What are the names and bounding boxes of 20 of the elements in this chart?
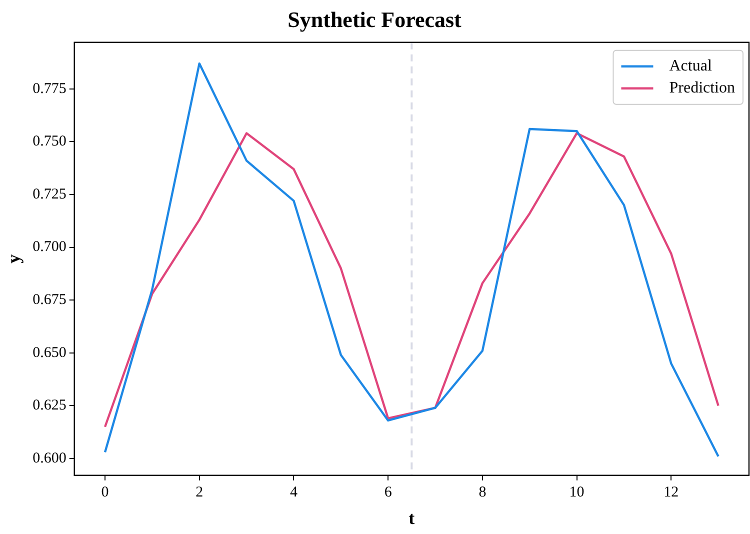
- y-tick-label: 0.775: [32, 80, 66, 97]
- y-tick-label: 0.750: [32, 134, 66, 150]
- x-tick-label: 8: [478, 484, 486, 500]
- chart-title: Synthetic Forecast: [288, 6, 462, 32]
- x-tick-label: 10: [569, 484, 584, 500]
- x-tick-label: 4: [290, 484, 298, 500]
- legend-label: Actual: [669, 58, 712, 75]
- y-axis-title: y: [3, 254, 24, 264]
- legend-label: Prediction: [669, 80, 735, 97]
- y-tick-label: 0.650: [32, 344, 66, 361]
- x-tick-label: 2: [196, 484, 204, 500]
- x-tick-label: 12: [664, 484, 679, 500]
- y-tick-label: 0.675: [32, 292, 66, 308]
- x-tick-label: 6: [384, 484, 392, 500]
- y-tick-label: 0.600: [32, 450, 66, 466]
- x-axis-title: t: [408, 508, 415, 528]
- y-tick-label: 0.700: [32, 239, 66, 256]
- y-tick-label: 0.725: [32, 186, 66, 202]
- x-tick-label: 0: [101, 484, 109, 500]
- y-tick-label: 0.625: [32, 398, 66, 414]
